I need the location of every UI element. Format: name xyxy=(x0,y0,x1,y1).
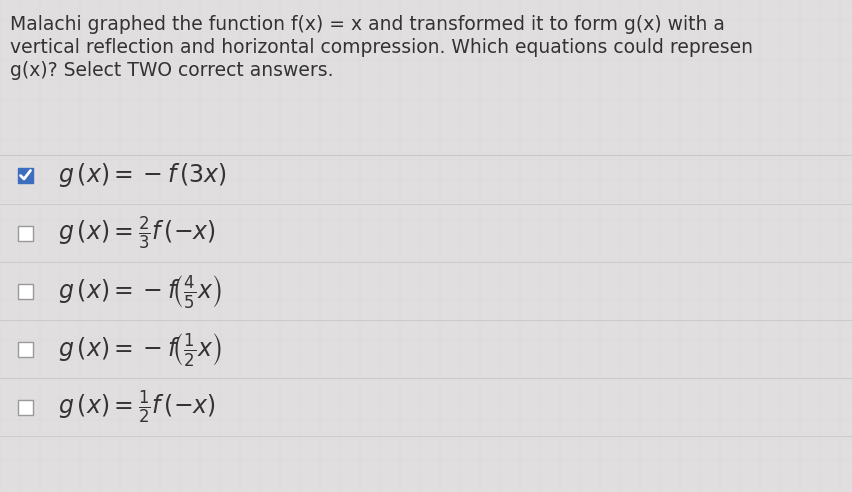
Text: $g\,(x) = -f\,(3x)$: $g\,(x) = -f\,(3x)$ xyxy=(58,161,227,189)
Bar xyxy=(18,167,32,183)
Text: $g\,(x) = -f\!\left(\frac{1}{2}x\right)$: $g\,(x) = -f\!\left(\frac{1}{2}x\right)$ xyxy=(58,331,222,368)
Text: Malachi graphed the function f(x) = x and transformed it to form g(x) with a: Malachi graphed the function f(x) = x an… xyxy=(10,15,724,34)
Text: $g\,(x) = \frac{1}{2}f\,(-x)$: $g\,(x) = \frac{1}{2}f\,(-x)$ xyxy=(58,388,216,426)
Bar xyxy=(18,400,32,414)
Text: $g\,(x) = \frac{2}{3}f\,(-x)$: $g\,(x) = \frac{2}{3}f\,(-x)$ xyxy=(58,215,216,252)
Text: $g\,(x) = -f\!\left(\frac{4}{5}x\right)$: $g\,(x) = -f\!\left(\frac{4}{5}x\right)$ xyxy=(58,273,222,309)
Text: g(x)? Select TWO correct answers.: g(x)? Select TWO correct answers. xyxy=(10,61,333,80)
Bar xyxy=(18,225,32,241)
Bar xyxy=(18,283,32,299)
Bar xyxy=(18,341,32,357)
Text: vertical reflection and horizontal compression. Which equations could represen: vertical reflection and horizontal compr… xyxy=(10,38,752,57)
